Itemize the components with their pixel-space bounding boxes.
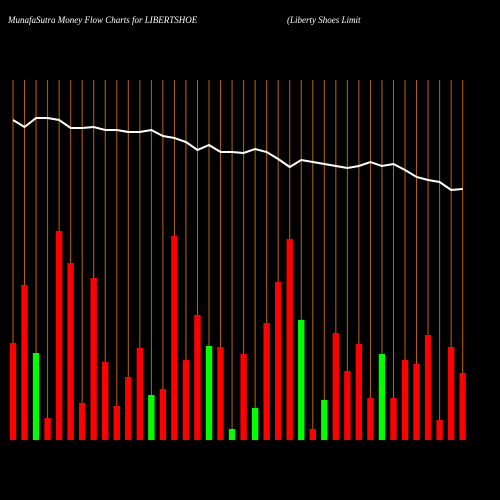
- bar: [78, 403, 86, 440]
- bar: [136, 348, 144, 440]
- bar: [309, 429, 316, 440]
- bar: [125, 377, 132, 440]
- bar: [205, 346, 213, 440]
- chart-subtitle: (Liberty Shoes Limit: [287, 15, 361, 25]
- bar: [182, 360, 190, 440]
- bar: [113, 406, 120, 440]
- bar: [344, 371, 351, 440]
- bar: [367, 398, 374, 440]
- bar: [378, 354, 386, 440]
- bar: [217, 347, 224, 440]
- bar: [228, 429, 236, 440]
- bar: [459, 373, 466, 440]
- bar: [9, 343, 17, 440]
- bar: [240, 354, 247, 440]
- bar: [424, 335, 432, 440]
- bar: [159, 389, 167, 440]
- bar: [251, 408, 259, 440]
- bar: [401, 360, 409, 440]
- bar: [390, 398, 397, 440]
- bar: [32, 353, 40, 440]
- bar: [102, 362, 109, 440]
- bar: [321, 400, 328, 440]
- bar: [355, 344, 363, 440]
- bar: [274, 282, 282, 440]
- bar: [447, 347, 455, 440]
- bar: [21, 285, 28, 440]
- bar: [148, 395, 155, 440]
- bar: [263, 323, 270, 440]
- bar: [55, 231, 63, 440]
- bar: [194, 315, 201, 440]
- bar: [171, 236, 178, 440]
- bar: [413, 364, 420, 440]
- bar: [90, 278, 97, 440]
- bar: [44, 418, 51, 440]
- bar: [298, 320, 305, 440]
- bar: [286, 239, 293, 440]
- bar: [436, 420, 443, 440]
- price-line: [12, 117, 463, 192]
- bar: [332, 333, 340, 440]
- chart-title: MunafaSutra Money Flow Charts for LIBERT…: [7, 15, 198, 25]
- bar: [67, 263, 74, 440]
